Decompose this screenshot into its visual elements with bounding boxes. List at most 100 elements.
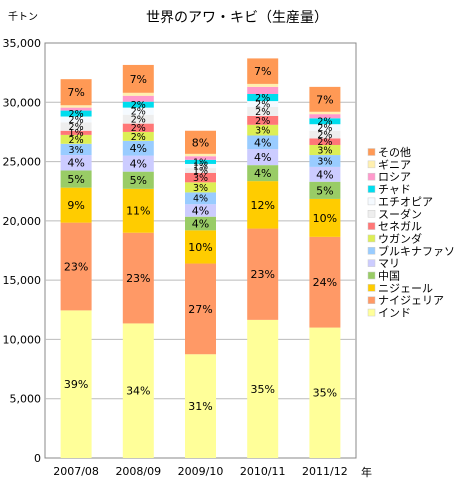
segment-percent-label: 2% xyxy=(131,107,146,118)
bar-segment xyxy=(60,110,92,117)
bar-segment xyxy=(60,79,92,106)
segment-percent-label: 3% xyxy=(317,156,332,167)
segment-percent-label: 3% xyxy=(317,145,332,156)
bar-segment xyxy=(122,114,154,124)
bar-segment xyxy=(309,130,341,139)
segment-percent-label: 4% xyxy=(316,168,333,181)
bar-segment xyxy=(309,114,341,119)
bar-segment xyxy=(185,230,216,264)
bar-segment xyxy=(247,165,279,182)
bar-segment xyxy=(309,155,341,167)
legend-swatch xyxy=(367,197,376,206)
x-tick-labels: 2007/08 2008/09 2009/10 2010/11 2011/12 xyxy=(53,465,348,478)
segment-percent-label: 7% xyxy=(316,93,333,106)
bar-segment xyxy=(60,116,92,123)
bar-segment xyxy=(247,115,279,125)
segment-percent-label: 11% xyxy=(126,205,150,218)
bar-segment xyxy=(185,216,216,231)
bars xyxy=(60,58,341,458)
bar-segment xyxy=(122,92,154,96)
legend-label: ナイジェリア xyxy=(378,294,444,307)
x-tick-label: 2008/09 xyxy=(115,465,161,478)
bar-segment xyxy=(122,188,154,233)
legend-label: ギニア xyxy=(378,158,411,171)
legend-swatch xyxy=(367,296,376,304)
segment-percent-label: 7% xyxy=(67,86,84,99)
segment-percent-label: 4% xyxy=(254,136,271,149)
segment-percent-label: 10% xyxy=(188,241,212,254)
bar-segment xyxy=(60,134,92,144)
legend-swatch xyxy=(367,222,376,230)
segment-percent-label: 5% xyxy=(316,184,333,197)
segment-percent-label: 10% xyxy=(313,212,337,225)
bar-segment xyxy=(247,181,279,229)
segment-percent-label: 7% xyxy=(130,73,147,86)
segment-percent-label: 2% xyxy=(317,137,332,148)
segment-percent-label: 4% xyxy=(254,151,271,164)
bar-segment xyxy=(309,166,341,182)
y-tick-label: 30,000 xyxy=(3,96,42,109)
legend-label: エチオピア xyxy=(378,195,433,208)
bar-segment xyxy=(309,86,341,112)
segment-percent-label: 4% xyxy=(254,167,271,180)
bar-segment xyxy=(247,93,279,102)
bar-segment xyxy=(247,83,279,87)
bar-segment xyxy=(185,172,216,183)
bar-segment xyxy=(185,153,216,157)
bar-segment xyxy=(309,144,341,156)
segment-percent-label: 23% xyxy=(126,272,150,285)
segment-percent-label: 1% xyxy=(193,166,208,177)
segment-percent-label: 3% xyxy=(69,145,84,156)
bar-segment xyxy=(185,130,216,154)
segment-labels: 39%23%9%5%4%3%2%1%2%2%2%7%34%23%11%5%4%4… xyxy=(64,65,337,413)
y-tick-label: 0 xyxy=(34,452,41,465)
segment-percent-label: 3% xyxy=(193,173,208,184)
segment-percent-label: 23% xyxy=(250,268,274,281)
segment-percent-label: 35% xyxy=(250,383,274,396)
legend-swatch xyxy=(367,259,376,267)
segment-percent-label: 8% xyxy=(192,136,209,149)
bar-segment xyxy=(60,310,92,458)
bar-segment xyxy=(60,187,92,223)
segment-percent-label: 4% xyxy=(67,157,84,170)
segment-percent-label: 2% xyxy=(255,116,270,127)
segment-percent-label: 2% xyxy=(317,130,332,141)
bar-segment xyxy=(309,181,341,199)
segment-percent-label: 2% xyxy=(131,100,146,111)
legend-label: マリ xyxy=(378,257,400,270)
legend-swatch xyxy=(367,185,376,193)
legend-swatch xyxy=(367,284,376,292)
bar-segment xyxy=(247,86,279,94)
segment-percent-label: 2% xyxy=(69,135,84,146)
segment-percent-label: 2% xyxy=(131,123,146,134)
legend-swatch xyxy=(367,210,376,218)
bar-segment xyxy=(60,155,92,171)
segment-percent-label: 2% xyxy=(131,132,146,143)
bar-segment xyxy=(122,155,154,172)
legend-label: その他 xyxy=(378,146,411,159)
bar-segment xyxy=(60,107,92,111)
y-tick-label: 35,000 xyxy=(3,37,42,50)
y-tick-label: 25,000 xyxy=(3,156,42,169)
segment-percent-label: 9% xyxy=(67,199,84,212)
bar-segment xyxy=(60,222,92,311)
bar-segment xyxy=(309,327,341,458)
segment-percent-label: 2% xyxy=(69,122,84,133)
bar-segment xyxy=(122,123,154,132)
bar-segment xyxy=(122,131,154,141)
segment-percent-label: 4% xyxy=(130,158,147,171)
bar-segment xyxy=(122,64,154,93)
legend-label: ロシア xyxy=(378,171,411,184)
segment-percent-label: 2% xyxy=(131,115,146,126)
y-tick-labels: 0 5,000 10,000 15,000 20,000 25,000 30,000 35,0… xyxy=(3,37,42,465)
legend-label: チャド xyxy=(378,183,411,196)
legend-swatch xyxy=(367,148,376,156)
segment-percent-label: 5% xyxy=(130,174,147,187)
bar-segment xyxy=(185,263,216,355)
legend-label: 中国 xyxy=(378,270,400,283)
bar-segment xyxy=(122,140,154,156)
legend-label: ブルキナファソ xyxy=(378,244,455,258)
segment-percent-label: 4% xyxy=(192,217,209,230)
bar-segment xyxy=(122,95,154,102)
bar-segment xyxy=(309,124,341,131)
